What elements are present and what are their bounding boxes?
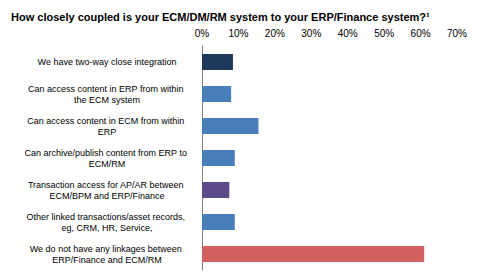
svg-text:Can access content in ERP from: Can access content in ERP from within (28, 84, 186, 94)
svg-text:We do not have any linkages be: We do not have any linkages between (30, 244, 184, 254)
svg-text:40%: 40% (338, 28, 358, 39)
svg-text:ECM/BPM and ERP/Finance: ECM/BPM and ERP/Finance (49, 191, 164, 201)
svg-text:We have two-way close integrat: We have two-way close integration (38, 57, 177, 67)
svg-text:Can access content in ECM from: Can access content in ECM from within (27, 116, 187, 126)
svg-text:60%: 60% (411, 28, 431, 39)
svg-text:20%: 20% (265, 28, 285, 39)
svg-text:30%: 30% (301, 28, 321, 39)
svg-text:Other linked transactions/asse: Other linked transactions/asset records, (26, 212, 187, 222)
svg-text:50%: 50% (374, 28, 394, 39)
svg-text:ERP: ERP (98, 127, 117, 137)
svg-text:70%: 70% (447, 28, 467, 39)
svg-text:How closely coupled is your EC: How closely coupled is your ECM/DM/RM sy… (11, 11, 430, 23)
svg-text:the ECM system: the ECM system (74, 95, 140, 105)
svg-text:eg, CRM, HR, Service,: eg, CRM, HR, Service, (61, 223, 152, 233)
svg-text:Can archive/publish content fr: Can archive/publish content from ERP to (25, 148, 190, 158)
svg-text:10%: 10% (228, 28, 248, 39)
svg-text:0%: 0% (195, 28, 210, 39)
svg-text:ECM/RM: ECM/RM (89, 159, 126, 169)
svg-text:Transaction access for AP/AR b: Transaction access for AP/AR between (28, 180, 186, 190)
svg-text:ERP/Finance and ECM/RM: ERP/Finance and ECM/RM (52, 255, 162, 265)
